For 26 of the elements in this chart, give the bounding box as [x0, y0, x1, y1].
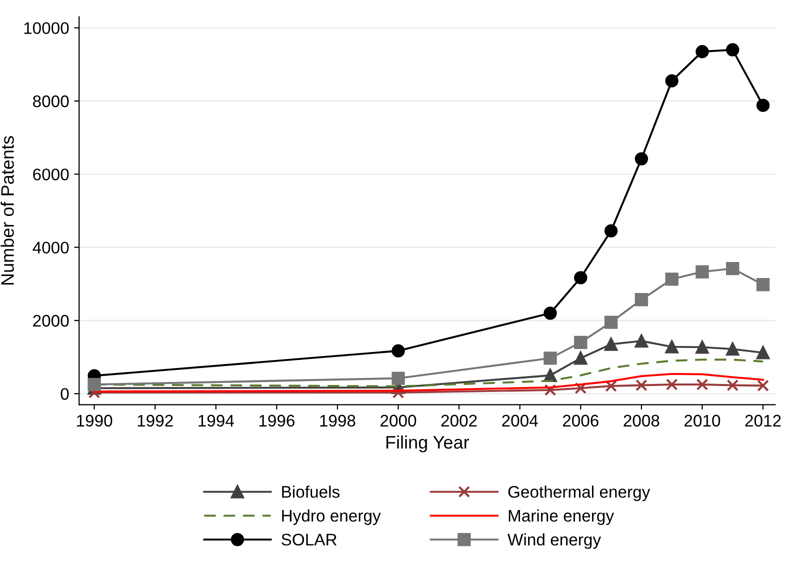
legend-label: Hydro energy: [282, 509, 381, 525]
y-axis-title: Number of Patents: [0, 136, 14, 285]
y-tick-label: 4000: [32, 242, 69, 254]
x-tick-label: 2002: [441, 414, 477, 427]
legend-label: Wind energy: [508, 533, 602, 549]
y-tick-label: 2000: [33, 314, 69, 327]
x-tick-label: 1994: [198, 414, 234, 427]
x-tick-label: 2004: [502, 414, 538, 427]
y-tick-label: 8000: [33, 95, 69, 108]
legend-label: Marine energy: [508, 509, 614, 525]
x-axis-title: Filing Year: [386, 435, 470, 452]
y-tick-label: 6000: [33, 168, 69, 180]
x-tick-label: 1992: [138, 414, 173, 427]
y-tick-label: 10000: [24, 22, 69, 34]
x-tick-label: 1990: [77, 414, 112, 427]
legend-label: Biofuels: [282, 486, 340, 498]
x-tick-label: 2006: [562, 414, 598, 427]
x-tick-label: 2010: [684, 414, 720, 427]
x-tick-label: 1998: [320, 414, 356, 427]
legend-label: SOLAR: [282, 534, 337, 546]
x-tick-label: 2012: [745, 414, 781, 427]
x-tick-label: 2000: [380, 414, 416, 427]
x-tick-label: 1996: [259, 414, 294, 427]
y-tick-label: 0: [60, 388, 69, 400]
legend-label: Geothermal energy: [508, 486, 650, 502]
x-tick-label: 2008: [624, 414, 660, 427]
